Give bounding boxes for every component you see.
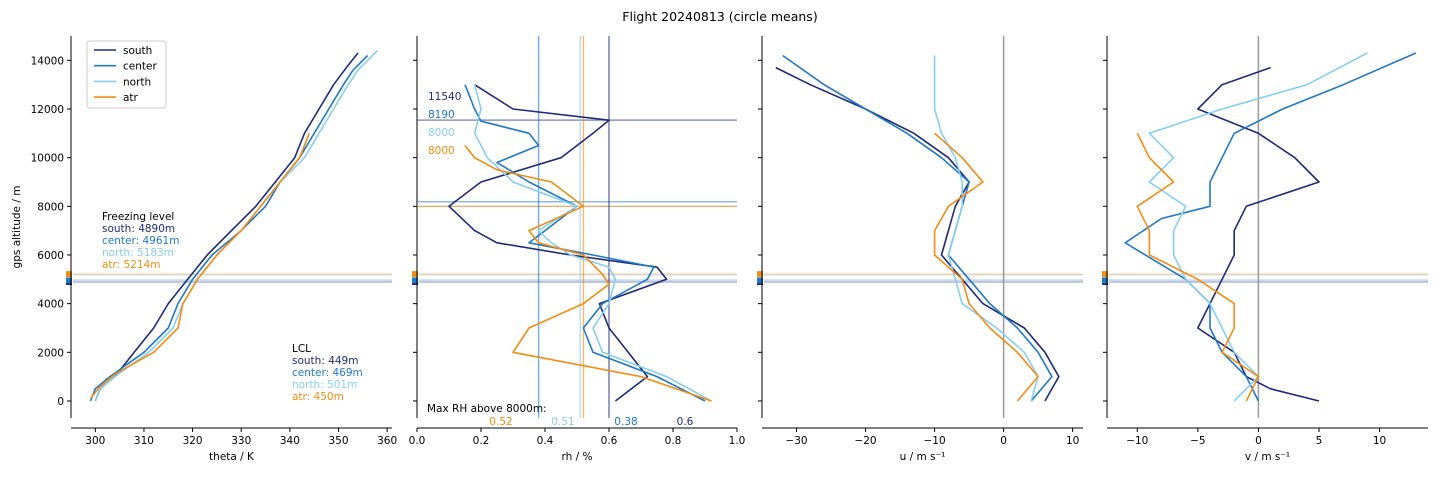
- freezing-marker-atr: [1102, 271, 1108, 278]
- series-line-atr: [933, 132, 1039, 402]
- series-line-south: [448, 84, 668, 402]
- panel-u: −30 −20 −10 0 10 u / m s⁻¹: [757, 36, 1083, 463]
- x-tick-label: 310: [134, 435, 154, 447]
- x-axis-label: v / m s⁻¹: [1245, 451, 1290, 463]
- y-tick-label: 4000: [37, 299, 64, 311]
- freezing-marker-center: [66, 277, 72, 284]
- legend-box: [86, 40, 167, 109]
- x-tick-label: 340: [280, 435, 300, 447]
- lcl-title: LCL: [292, 343, 311, 355]
- lcl-label-north: north: 501m: [292, 379, 357, 391]
- x-tick-label: 0: [1000, 435, 1007, 447]
- freezing-title: Freezing level: [102, 211, 174, 223]
- series-line-atr: [1136, 132, 1260, 402]
- y-tick-label: 6000: [37, 250, 64, 262]
- legend-label-atr: atr: [123, 92, 139, 104]
- series-line-south: [94, 52, 359, 402]
- freezing-label-center: center: 4961m: [102, 235, 179, 247]
- panel-rh: 0.0 0.2 0.4 0.6 0.8 1.0 rh / % 11540 8190 8000 800…: [409, 36, 746, 463]
- x-tick-label: −10: [1126, 435, 1148, 447]
- freezing-label-atr: atr: 5214m: [102, 259, 161, 271]
- x-tick-label: 0.8: [665, 435, 682, 447]
- y-tick-label: 14000: [31, 55, 64, 67]
- y-tick-label: 2000: [37, 347, 64, 359]
- freezing-marker-center: [412, 277, 418, 284]
- legend-label-center: center: [123, 61, 157, 73]
- figure-title: Flight 20240813 (circle means): [622, 9, 817, 24]
- lcl-label-center: center: 469m: [292, 367, 363, 379]
- series-line-north: [473, 84, 712, 402]
- x-tick-label: 0.2: [473, 435, 490, 447]
- altitude-label-south: 11540: [428, 91, 461, 103]
- freezing-marker-center: [757, 277, 763, 284]
- x-tick-label: −30: [785, 435, 807, 447]
- y-tick-label: 10000: [31, 153, 64, 165]
- x-axis-label: u / m s⁻¹: [900, 451, 946, 463]
- max-rh-value-north: 0.51: [551, 416, 574, 428]
- legend-label-north: north: [123, 76, 151, 88]
- altitude-label-center: 8190: [428, 109, 455, 121]
- x-tick-label: 5: [1316, 435, 1323, 447]
- panels: 0 2000 4000 6000 8000 10000 12000 14000 gps alti…: [11, 36, 1428, 463]
- x-tick-label: 300: [85, 435, 105, 447]
- altitude-label-north: 8000: [428, 127, 455, 139]
- x-tick-label: 0.4: [537, 435, 554, 447]
- freezing-label-south: south: 4890m: [102, 223, 175, 235]
- y-tick-label: 8000: [37, 201, 64, 213]
- x-tick-label: 1.0: [729, 435, 746, 447]
- freezing-marker-atr: [412, 271, 418, 278]
- max-rh-value-center: 0.38: [614, 416, 637, 428]
- y-tick-label: 12000: [31, 104, 64, 116]
- x-tick-label: 10: [1066, 435, 1079, 447]
- x-tick-label: 350: [328, 435, 348, 447]
- lcl-label-south: south: 449m: [292, 355, 358, 367]
- panel-theta: 0 2000 4000 6000 8000 10000 12000 14000 gps alti…: [11, 36, 397, 463]
- series-line-atr: [464, 145, 712, 402]
- x-tick-label: 320: [183, 435, 203, 447]
- altitude-label-atr: 8000: [428, 145, 455, 157]
- series-line-center: [1124, 52, 1417, 402]
- max-rh-value-south: 0.6: [677, 416, 694, 428]
- legend-label-south: south: [123, 45, 152, 57]
- series-line-north: [1148, 52, 1368, 402]
- x-tick-label: −10: [923, 435, 945, 447]
- x-tick-label: 10: [1373, 435, 1386, 447]
- series-line-south: [775, 66, 1060, 402]
- x-tick-label: 0.6: [601, 435, 618, 447]
- x-axis-label: theta / K: [209, 451, 255, 463]
- x-tick-label: 0.0: [409, 435, 426, 447]
- series-line-atr: [89, 133, 311, 400]
- lcl-label-atr: atr: 450m: [292, 391, 344, 403]
- x-tick-label: −5: [1190, 435, 1205, 447]
- x-tick-label: 0: [1255, 435, 1262, 447]
- freezing-marker-atr: [757, 271, 763, 278]
- panel-v: −10 −5 0 5 10 v / m s⁻¹: [1102, 36, 1428, 463]
- freezing-label-north: north: 5183m: [102, 247, 174, 259]
- freezing-marker-center: [1102, 277, 1108, 284]
- freezing-marker-atr: [66, 271, 72, 278]
- x-tick-label: 360: [377, 435, 397, 447]
- series-line-north: [933, 55, 1039, 402]
- y-axis-label: gps altitude / m: [11, 186, 23, 269]
- legend: south center north atr: [86, 40, 167, 109]
- x-tick-label: 330: [231, 435, 251, 447]
- series-line-center: [782, 54, 1053, 402]
- max-rh-title: Max RH above 8000m:: [427, 403, 547, 415]
- max-rh-value-atr: 0.52: [489, 416, 512, 428]
- x-tick-label: −20: [854, 435, 876, 447]
- y-tick-label: 0: [57, 396, 64, 408]
- series-line-center: [464, 84, 706, 402]
- x-axis-label: rh / %: [562, 451, 593, 463]
